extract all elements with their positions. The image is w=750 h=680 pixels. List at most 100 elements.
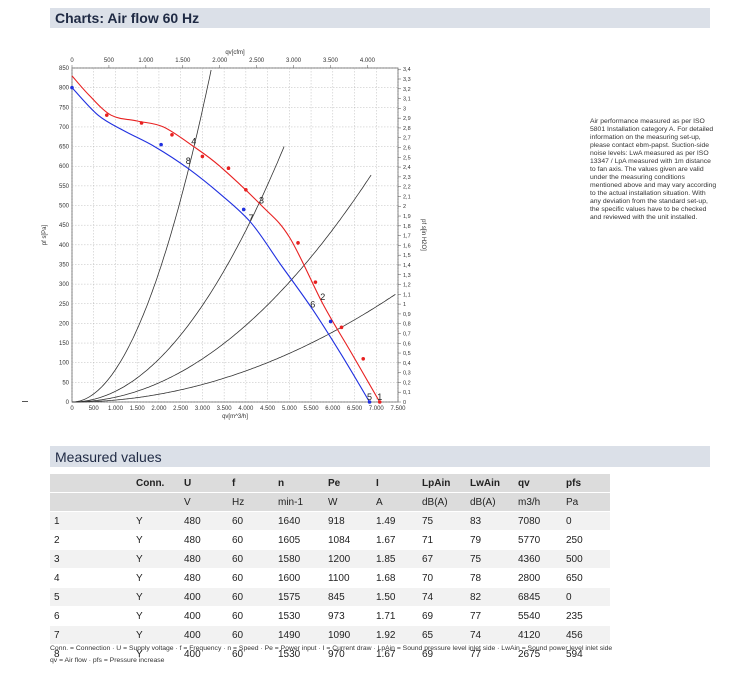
y-tick-label: 200 — [59, 321, 70, 327]
y2-tick-label: 3,4 — [403, 67, 411, 73]
curve-marker — [200, 154, 205, 159]
table-cell: Y — [132, 644, 180, 664]
curve-marker — [244, 188, 248, 192]
x2-tick-label: 500 — [104, 58, 115, 64]
table-cell: 75 — [466, 549, 514, 569]
table-cell: 1605 — [274, 530, 324, 550]
y2-tick-label: 2,1 — [403, 194, 411, 200]
column-header: LwAin — [466, 474, 514, 493]
y-tick-label: 500 — [59, 204, 70, 210]
table-body: 1 Y 480 60 1640 918 1.49 75 83 7080 0 2 Y 480 60 1605 10… — [50, 511, 610, 664]
table-cell: 77 — [466, 644, 514, 664]
table-cell: 1090 — [324, 625, 372, 645]
table-cell: 71 — [418, 530, 466, 550]
y2-tick-label: 1,7 — [403, 234, 411, 240]
table-cell: 480 — [180, 530, 228, 550]
y2-tick-label: 2,9 — [403, 116, 411, 122]
table-cell: 69 — [418, 644, 466, 664]
curve-marker — [159, 142, 163, 147]
table-cell: 79 — [466, 530, 514, 550]
x-tick-label: 2.000 — [151, 406, 167, 412]
system-curve — [72, 146, 285, 403]
operating-point-label: 6 — [310, 300, 315, 310]
table-row: 5 Y 400 60 1575 845 1.50 74 82 6845 0 — [50, 587, 610, 607]
system-curve — [71, 69, 212, 403]
y2-tick-label: 0 — [403, 400, 406, 406]
operating-point-label: 5 — [367, 392, 372, 402]
x-tick-label: 7.000 — [369, 406, 385, 412]
table-cell: 5770 — [514, 530, 562, 550]
x-tick-label: 3.500 — [217, 406, 233, 412]
table-cell: 235 — [562, 606, 610, 626]
curve-marker — [139, 121, 144, 125]
x2-tick-label: 3.500 — [323, 58, 339, 64]
table-cell: 60 — [228, 606, 274, 626]
table-cell: 400 — [180, 625, 228, 645]
fan-curve — [71, 75, 381, 403]
table-cell: 67 — [418, 549, 466, 569]
column-unit: dB(A) — [466, 492, 514, 512]
column-unit: W — [324, 492, 372, 512]
y-tick-label: 100 — [59, 361, 70, 367]
table-cell: 400 — [180, 606, 228, 626]
curve-marker — [241, 207, 246, 212]
table-cell: 250 — [562, 530, 610, 550]
y2-tick-label: 2,2 — [403, 185, 411, 191]
y2-tick-label: 0,3 — [403, 371, 411, 377]
table-cell: Y — [132, 587, 180, 607]
table-cell: 1600 — [274, 568, 324, 588]
table-cell: 845 — [324, 587, 372, 607]
measurement-note: Air performance measured as per ISO 5801… — [590, 118, 717, 221]
footnote-legend: Conn. = Connection · U = Supply voltage … — [50, 645, 613, 652]
x-tick-label: 1.500 — [130, 406, 146, 412]
table-cell: Y — [132, 568, 180, 588]
table-cell: 1490 — [274, 625, 324, 645]
y-axis-label: pf s[Pa] — [42, 224, 48, 245]
charts-section-header: Charts: Air flow 60 Hz — [50, 8, 710, 28]
table-cell: 4 — [50, 568, 132, 588]
y-tick-label: 0 — [66, 400, 70, 406]
table-cell: 1100 — [324, 568, 372, 588]
y2-tick-label: 2,5 — [403, 155, 411, 161]
column-unit: Hz — [228, 492, 274, 512]
table-cell: 480 — [180, 511, 228, 531]
y2-tick-label: 3,1 — [403, 97, 411, 103]
table-cell: 60 — [228, 549, 274, 569]
curve-marker — [296, 241, 300, 245]
column-header: f — [228, 474, 274, 493]
y2-tick-label: 1,2 — [403, 283, 411, 289]
table-cell: 1084 — [324, 530, 372, 550]
x2-axis-label: qv[cfm] — [225, 50, 245, 56]
y2-tick-label: 3,2 — [403, 87, 411, 93]
y2-tick-label: 0,4 — [403, 361, 411, 367]
plot-frame — [71, 67, 399, 403]
table-row: 3 Y 480 60 1580 1200 1.85 67 75 4360 500 — [50, 549, 610, 569]
y2-tick-label: 1,9 — [403, 214, 411, 220]
y2-tick-label: 2,7 — [403, 136, 411, 142]
table-cell: 74 — [466, 625, 514, 645]
table-cell: 60 — [228, 644, 274, 664]
curve-marker — [361, 356, 366, 361]
air-flow-chart: 0 500 1.000 1.500 2.000 2.500 3.000 3.500 4.000 4… — [28, 30, 428, 432]
x-tick-label: 5.000 — [282, 406, 298, 412]
table-cell: 1 — [50, 511, 132, 531]
x-tick-label: 3.000 — [195, 406, 211, 412]
table-cell: 82 — [466, 587, 514, 607]
column-unit: A — [372, 492, 418, 512]
column-unit: dB(A) — [418, 492, 466, 512]
table-cell: 918 — [324, 511, 372, 531]
column-header: U — [180, 474, 228, 493]
x2-tick-label: 2.500 — [249, 58, 265, 64]
x-tick-label: 4.500 — [260, 406, 276, 412]
y2-tick-label: 0,9 — [403, 312, 411, 318]
table-cell: 3 — [50, 549, 132, 569]
table-cell: 650 — [562, 568, 610, 588]
table-cell: Y — [132, 625, 180, 645]
table-cell: 1.67 — [372, 530, 418, 550]
curve-marker — [328, 319, 333, 324]
y2-tick-label: 2 — [403, 204, 406, 210]
y2-tick-label: 2,3 — [403, 175, 411, 181]
x2-tick-label: 1.000 — [138, 58, 154, 64]
